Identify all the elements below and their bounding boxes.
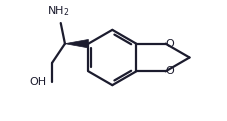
Text: O: O [165,66,174,76]
Polygon shape [65,39,88,48]
Text: NH$_2$: NH$_2$ [47,5,69,18]
Text: O: O [165,39,174,49]
Text: OH: OH [30,77,47,87]
